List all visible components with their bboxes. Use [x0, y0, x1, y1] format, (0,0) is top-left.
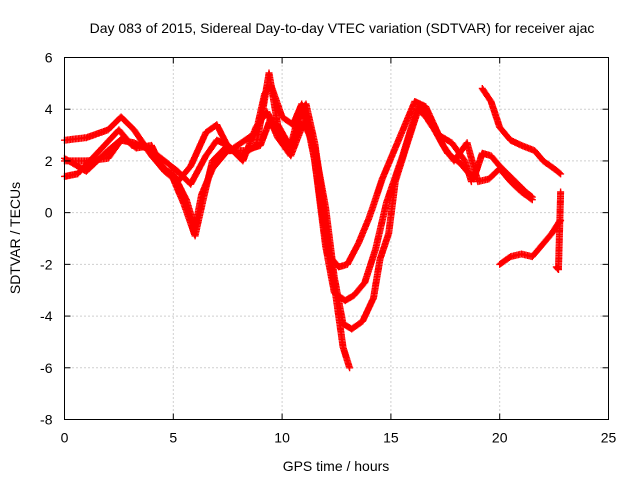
series-track-7: [552, 188, 565, 273]
data-point: [198, 166, 216, 198]
data-point: [522, 188, 535, 200]
data-point: [317, 185, 334, 259]
data-point: [415, 103, 438, 133]
data-point: [539, 231, 555, 248]
data-point: [531, 147, 546, 164]
data-point: [104, 135, 126, 155]
y-tick-label: 6: [45, 50, 53, 66]
data-point: [485, 166, 503, 183]
grid: [64, 57, 609, 420]
data-point: [496, 162, 516, 182]
data-point: [487, 152, 503, 169]
series-track-3: [61, 103, 536, 333]
data-point: [528, 241, 546, 261]
data-point: [372, 200, 390, 253]
data-point: [82, 126, 111, 142]
data-point: [430, 126, 451, 156]
y-tick-label: 4: [45, 101, 53, 117]
axes: 0 5 10 15 20 25 -8 -6 -4 -2 0 2 4 6: [40, 50, 616, 446]
data-point: [265, 69, 281, 127]
data-point: [267, 113, 285, 145]
data-point: [557, 170, 565, 178]
data-point: [487, 98, 503, 130]
data-point: [346, 364, 354, 372]
data-point: [209, 148, 231, 173]
data-point: [82, 148, 111, 175]
data-point: [187, 153, 209, 188]
data-point: [339, 343, 353, 370]
data-point: [117, 113, 137, 133]
data-point: [148, 141, 166, 171]
data-point: [528, 193, 536, 201]
x-axis-label: GPS time / hours: [283, 458, 390, 474]
data-point: [404, 104, 423, 144]
data-point: [119, 134, 139, 151]
chart-title: Day 083 of 2015, Sidereal Day-to-day VTE…: [90, 20, 595, 36]
x-tick-label: 10: [274, 430, 290, 446]
data-point: [376, 231, 392, 263]
data-point: [311, 139, 325, 192]
data-point: [444, 149, 463, 167]
data-point: [396, 99, 418, 142]
y-tick-label: -2: [40, 256, 53, 272]
data-point: [496, 254, 513, 268]
x-tick-label: 25: [601, 430, 617, 446]
data-point: [539, 157, 557, 172]
data-point: [370, 257, 384, 302]
data-point: [333, 297, 347, 349]
data-point: [326, 253, 340, 303]
data-point: [378, 135, 403, 183]
series-track-5: [478, 85, 565, 178]
x-tick-label: 15: [383, 430, 399, 446]
data-point: [191, 192, 205, 232]
data-point: [287, 109, 303, 149]
x-tick-label: 5: [169, 430, 177, 446]
plot-frame: [64, 57, 609, 420]
data-point: [348, 318, 365, 333]
data-point: [361, 246, 379, 286]
data-point: [187, 130, 209, 170]
data-point: [350, 280, 368, 299]
data-point: [478, 85, 494, 104]
y-tick-label: 2: [45, 153, 53, 169]
x-tick-label: 0: [61, 430, 69, 446]
data-point: [365, 177, 386, 222]
data-point: [496, 123, 514, 143]
data-point: [555, 190, 565, 273]
data-series: [61, 69, 565, 372]
data-point: [509, 175, 529, 195]
data-point: [169, 170, 190, 202]
data-point: [470, 151, 486, 183]
data-point: [343, 241, 361, 268]
y-axis-label: SDTVAR / TECUs: [7, 182, 23, 294]
series-track-6: [496, 216, 565, 268]
data-point: [354, 215, 372, 248]
data-point: [385, 179, 399, 237]
data-point: [93, 127, 122, 157]
y-tick-label: -8: [40, 412, 53, 428]
data-point: [359, 295, 377, 325]
data-point: [550, 165, 563, 177]
data-point: [61, 134, 89, 144]
data-point: [202, 138, 220, 160]
y-tick-label: 0: [45, 205, 53, 221]
data-point: [507, 178, 524, 195]
data-point: [241, 142, 263, 155]
y-tick-label: -6: [40, 360, 53, 376]
data-point: [104, 114, 124, 134]
data-point: [391, 138, 412, 186]
data-point: [174, 167, 194, 187]
data-point: [161, 157, 180, 174]
x-tick-label: 20: [492, 430, 508, 446]
data-point: [557, 188, 565, 196]
data-point: [302, 100, 318, 145]
series-track-4: [61, 100, 354, 372]
y-tick-label: -4: [40, 308, 53, 324]
